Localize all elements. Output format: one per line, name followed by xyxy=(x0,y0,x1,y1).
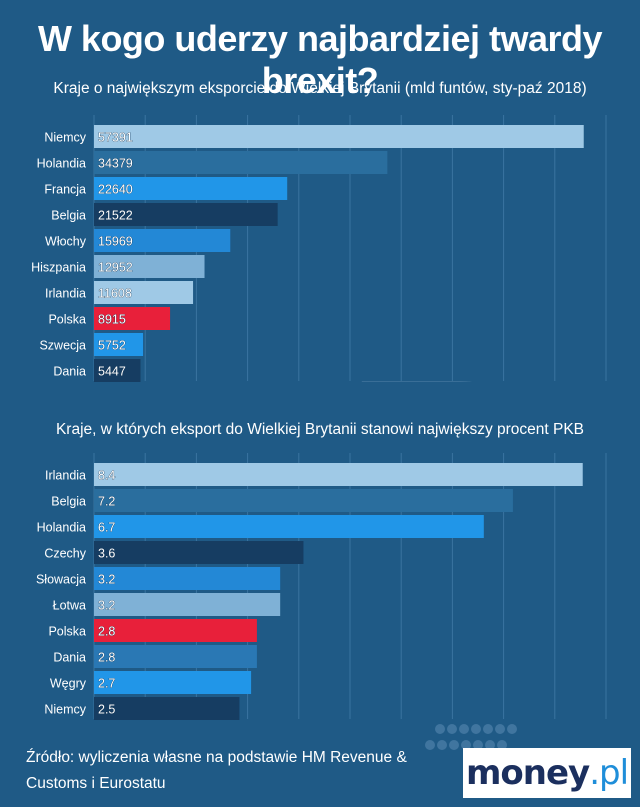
chart1-value-label: 34379 xyxy=(98,157,133,171)
chart1-category-label: Szwecja xyxy=(39,339,86,353)
chart1-title: Kraje o największym eksporcie do Wielkie… xyxy=(53,80,587,97)
chart2-bar xyxy=(94,541,304,564)
chart1-bar xyxy=(94,177,288,200)
chart1-category-label: Hiszpania xyxy=(31,261,86,275)
map-dot xyxy=(485,740,495,750)
chart2-bar xyxy=(94,567,281,590)
export-gdp-share-chart: Irlandia 8.4 Belgia 7.2 Holandia 6.7 Czechy 3.6… xyxy=(36,453,607,720)
chart2-value-label: 3.2 xyxy=(98,573,115,587)
chart2-value-label: 2.5 xyxy=(98,703,115,717)
chart2-value-label: 7.2 xyxy=(98,495,115,509)
chart2-bar xyxy=(94,619,257,642)
chart1-bar xyxy=(94,281,194,304)
chart2-category-label: Czechy xyxy=(44,547,86,561)
chart2-title: Kraje, w których eksport do Wielkiej Bry… xyxy=(55,421,585,438)
map-dot xyxy=(437,740,447,750)
chart1-value-label: 5447 xyxy=(98,365,126,379)
chart2-category-label: Belgia xyxy=(51,495,86,509)
chart2-value-label: 2.8 xyxy=(98,625,115,639)
chart1-bar xyxy=(94,151,388,174)
map-dot xyxy=(495,724,505,734)
map-dot xyxy=(461,740,471,750)
map-dot xyxy=(507,724,517,734)
chart2-category-label: Łotwa xyxy=(53,599,86,613)
money-pl-logo: money.pl xyxy=(463,748,631,798)
chart1-bar xyxy=(94,203,278,226)
chart2-category-label: Irlandia xyxy=(45,469,86,483)
chart1-value-label: 12952 xyxy=(98,261,133,275)
chart1-category-label: Polska xyxy=(48,313,86,327)
map-dot xyxy=(459,724,469,734)
logo-main-text: money xyxy=(465,753,590,793)
chart1-category-label: Irlandia xyxy=(45,287,86,301)
map-dot xyxy=(449,740,459,750)
chart2-category-label: Dania xyxy=(53,651,86,665)
map-dot xyxy=(425,740,435,750)
source-note: Źródło: wyliczenia własne na podstawie H… xyxy=(26,749,407,792)
map-dot xyxy=(473,740,483,750)
map-dot xyxy=(447,724,457,734)
chart2-value-label: 3.2 xyxy=(98,599,115,613)
chart1-category-label: Niemcy xyxy=(44,131,86,145)
chart2-category-label: Polska xyxy=(48,625,86,639)
export-volume-chart: Niemcy 57391 Holandia 34379 Francja 22640 Belg… xyxy=(31,115,607,382)
chart1-bar xyxy=(94,333,144,356)
chart2-value-label: 3.6 xyxy=(98,547,115,561)
chart1-bar xyxy=(94,307,171,330)
chart1-bar xyxy=(94,359,141,382)
map-dot xyxy=(435,724,445,734)
chart1-value-label: 11608 xyxy=(98,287,132,301)
chart2-category-label: Słowacja xyxy=(36,573,86,587)
map-dot xyxy=(497,740,507,750)
chart2-bar xyxy=(94,489,513,512)
chart2-value-label: 6.7 xyxy=(98,521,115,535)
chart2-category-label: Holandia xyxy=(37,521,86,535)
chart2-bar xyxy=(94,515,484,538)
chart2-bar xyxy=(94,671,252,694)
chart2-value-label: 8.4 xyxy=(98,469,115,483)
chart1-bar xyxy=(94,125,584,148)
chart1-value-label: 15969 xyxy=(98,235,133,249)
chart1-category-label: Belgia xyxy=(51,209,86,223)
chart2-bar xyxy=(94,593,281,616)
chart1-value-label: 22640 xyxy=(98,183,133,197)
chart1-category-label: Holandia xyxy=(37,157,86,171)
chart1-category-label: Dania xyxy=(53,365,86,379)
chart1-category-label: Francja xyxy=(44,183,86,197)
chart1-value-label: 5752 xyxy=(98,339,126,353)
chart2-bar xyxy=(94,463,583,486)
map-dot xyxy=(483,724,493,734)
chart1-bar xyxy=(94,229,231,252)
map-dot xyxy=(471,724,481,734)
chart2-bar xyxy=(94,697,240,720)
chart1-bar xyxy=(94,255,205,278)
chart2-category-label: Węgry xyxy=(50,677,87,691)
chart2-bar xyxy=(94,645,257,668)
chart1-category-label: Włochy xyxy=(45,235,87,249)
chart1-value-label: 57391 xyxy=(98,131,133,145)
logo-tld-text: .pl xyxy=(589,753,629,793)
chart1-value-label: 21522 xyxy=(98,209,133,223)
chart1-value-label: 8915 xyxy=(98,313,126,327)
page-title: W kogo uderzy najbardziej twardy brexit? xyxy=(37,18,603,101)
chart2-category-label: Niemcy xyxy=(44,703,86,717)
chart2-value-label: 2.7 xyxy=(98,677,115,691)
chart2-value-label: 2.8 xyxy=(98,651,115,665)
